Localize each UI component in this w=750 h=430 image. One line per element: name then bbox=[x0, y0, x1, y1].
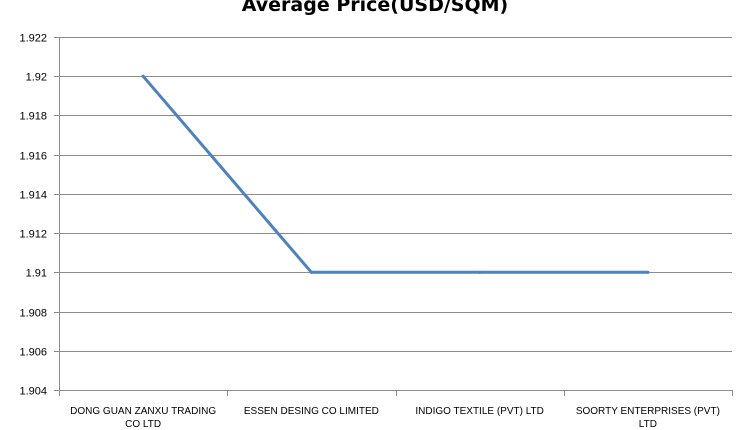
y-tick-label: 1.912 bbox=[19, 229, 47, 241]
axes bbox=[59, 37, 732, 391]
y-tick-label: 1.906 bbox=[19, 347, 47, 359]
y-tick-label: 1.908 bbox=[19, 308, 47, 320]
x-category-label-line: SOORTY ENTERPRISES (PVT) bbox=[576, 406, 720, 417]
x-category-label-line: ESSEN DESING CO LIMITED bbox=[244, 406, 379, 417]
y-tick-label: 1.904 bbox=[19, 386, 47, 398]
y-tick-label: 1.92 bbox=[26, 72, 47, 84]
x-category-label: DONG GUAN ZANXU TRADING CO LTD bbox=[70, 406, 216, 430]
data-point bbox=[309, 270, 313, 274]
x-axis-categories: DONG GUAN ZANXU TRADING CO LTD ESSEN DESIN… bbox=[59, 390, 733, 430]
y-tick-label: 1.914 bbox=[19, 190, 47, 202]
x-category-label: ESSEN DESING CO LIMITED bbox=[244, 406, 379, 417]
x-category-label-line: DONG GUAN ZANXU TRADING bbox=[70, 406, 216, 417]
x-category-label: INDIGO TEXTILE (PVT) LTD bbox=[415, 406, 544, 417]
data-point bbox=[478, 270, 482, 274]
y-tick-label: 1.922 bbox=[19, 33, 47, 45]
x-category-label-line: INDIGO TEXTILE (PVT) LTD bbox=[415, 406, 544, 417]
series bbox=[141, 74, 650, 274]
y-axis-ticks: 1.904 1.906 1.908 1.91 1.912 1.914 1.916 1.918 1… bbox=[19, 33, 59, 398]
gridlines bbox=[59, 37, 732, 352]
y-tick-label: 1.918 bbox=[19, 111, 47, 123]
y-tick-label: 1.916 bbox=[19, 151, 47, 163]
x-category-label-line: LTD bbox=[639, 419, 657, 430]
chart-title: Average Price(USD/SQM) bbox=[241, 0, 509, 16]
data-point bbox=[646, 270, 650, 274]
series-line bbox=[141, 74, 650, 274]
y-tick-label: 1.91 bbox=[26, 268, 47, 280]
data-point bbox=[141, 74, 145, 78]
x-category-label: SOORTY ENTERPRISES (PVT) LTD bbox=[576, 406, 720, 430]
x-category-label-line: CO LTD bbox=[125, 419, 161, 430]
